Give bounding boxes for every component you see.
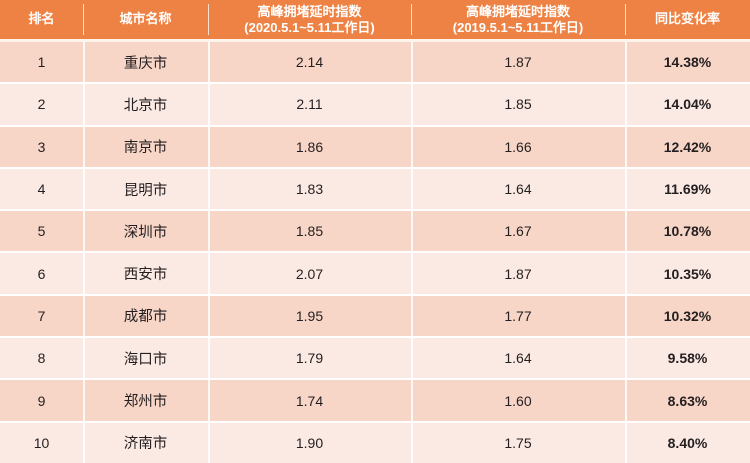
cell-city: 北京市	[83, 84, 208, 125]
column-header-index-2019-period: (2019.5.1~5.11工作日)	[452, 19, 584, 35]
cell-index-2020: 1.90	[208, 422, 411, 463]
cell-index-2019: 1.64	[411, 338, 625, 379]
cell-rank: 10	[33, 434, 50, 451]
cell-rank: 9	[37, 392, 46, 409]
cell-index-2020: 1.74	[208, 380, 411, 421]
cell-index-2019: 1.85	[411, 84, 625, 125]
column-header-index-2020: 高峰拥堵延时指数 (2020.5.1~5.11工作日)	[208, 0, 411, 39]
cell-yoy-change: 10.78%	[625, 211, 750, 252]
cell-city: 郑州市	[83, 380, 208, 421]
column-header-index-2019-label: 高峰拥堵延时指数	[465, 3, 570, 19]
cell-city: 重庆市	[83, 42, 208, 83]
cell-index-2020: 1.79	[208, 338, 411, 379]
table-row: 1 重庆市 2.14 1.87 14.38%	[0, 42, 750, 83]
cell-index-2019: 1.87	[411, 42, 625, 83]
cell-index-2020: 1.83	[208, 168, 411, 210]
cell-city: 昆明市	[83, 168, 208, 210]
cell-yoy-change: 14.04%	[625, 84, 750, 125]
column-header-index-2020-period: (2020.5.1~5.11工作日)	[244, 19, 375, 35]
cell-rank: 8	[37, 350, 46, 367]
cell-yoy-change: 10.35%	[625, 253, 750, 295]
cell-yoy-change: 8.63%	[625, 380, 750, 421]
column-header-index-2019: 高峰拥堵延时指数 (2019.5.1~5.11工作日)	[411, 0, 625, 39]
cell-yoy-change: 12.42%	[625, 126, 750, 168]
cell-yoy-change: 10.32%	[625, 295, 750, 337]
table-row: 10 济南市 1.90 1.75 8.40%	[0, 420, 750, 463]
table-row: 6 西安市 2.07 1.87 10.35%	[0, 251, 750, 295]
column-header-index-2020-label: 高峰拥堵延时指数	[257, 3, 362, 19]
table-row: 9 郑州市 1.74 1.60 8.63%	[0, 378, 750, 421]
column-header-rank: 排名	[0, 0, 83, 39]
table-row: 4 昆明市 1.83 1.64 11.69%	[0, 166, 750, 210]
cell-rank: 7	[37, 307, 46, 324]
header-divider	[0, 39, 750, 42]
table-header-row: 排名 城市名称 高峰拥堵延时指数 (2020.5.1~5.11工作日) 高峰拥堵…	[0, 0, 750, 39]
cell-index-2020: 1.85	[208, 211, 411, 252]
cell-city: 海口市	[83, 338, 208, 379]
cell-index-2019: 1.60	[411, 380, 625, 421]
column-header-yoy-change-label: 同比变化率	[654, 11, 720, 27]
cell-yoy-change: 14.38%	[625, 42, 750, 83]
cell-rank: 5	[37, 223, 46, 240]
cell-index-2020: 2.14	[208, 42, 411, 83]
table-row: 5 深圳市 1.85 1.67 10.78%	[0, 209, 750, 252]
cell-rank: 2	[37, 96, 46, 113]
cell-index-2019: 1.67	[411, 211, 625, 252]
cell-city: 西安市	[83, 253, 208, 295]
column-header-city-label: 城市名称	[119, 11, 172, 27]
table-row: 8 海口市 1.79 1.64 9.58%	[0, 336, 750, 379]
column-header-city: 城市名称	[83, 0, 208, 39]
table-row: 3 南京市 1.86 1.66 12.42%	[0, 124, 750, 168]
cell-rank: 6	[37, 265, 46, 282]
cell-rank: 1	[37, 54, 46, 71]
cell-index-2020: 1.86	[208, 126, 411, 168]
table-body: 1 重庆市 2.14 1.87 14.38% 2 北京市 2.11 1.85 1…	[0, 42, 750, 463]
cell-index-2019: 1.75	[411, 422, 625, 463]
cell-index-2019: 1.77	[411, 295, 625, 337]
cell-rank: 4	[37, 181, 46, 198]
cell-city: 成都市	[83, 295, 208, 337]
cell-index-2019: 1.66	[411, 126, 625, 168]
column-header-yoy-change: 同比变化率	[625, 0, 750, 39]
table-row: 2 北京市 2.11 1.85 14.04%	[0, 82, 750, 125]
cell-city: 济南市	[83, 422, 208, 463]
table-row: 7 成都市 1.95 1.77 10.32%	[0, 293, 750, 337]
cell-index-2019: 1.87	[411, 253, 625, 295]
cell-rank: 3	[37, 138, 46, 155]
cell-yoy-change: 11.69%	[625, 168, 750, 210]
cell-index-2020: 1.95	[208, 295, 411, 337]
cell-city: 深圳市	[83, 211, 208, 252]
cell-city: 南京市	[83, 126, 208, 168]
cell-index-2020: 2.07	[208, 253, 411, 295]
cell-yoy-change: 8.40%	[625, 422, 750, 463]
cell-index-2020: 2.11	[208, 84, 411, 125]
cell-yoy-change: 9.58%	[625, 338, 750, 379]
column-header-rank-label: 排名	[28, 11, 55, 27]
cell-index-2019: 1.64	[411, 168, 625, 210]
